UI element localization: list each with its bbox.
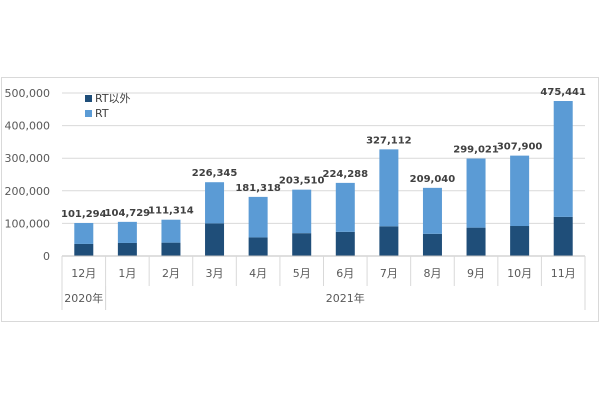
bar-segment-rt-other — [379, 226, 399, 256]
y-axis: 0 100,000 200,000 300,000 400,000 500,000 — [5, 87, 51, 263]
bar-segment-rt-other — [205, 223, 225, 256]
legend-label-rt: RT — [95, 107, 109, 120]
bar-segment-rt-other — [466, 227, 486, 256]
bar-segment-rt-other — [422, 233, 442, 256]
legend-swatch-rt-other — [85, 95, 92, 102]
x-tick-label: 7月 — [380, 267, 398, 280]
bar-total-label: 327,112 — [366, 135, 412, 146]
y-tick-label: 0 — [43, 250, 50, 263]
y-tick-label: 300,000 — [5, 152, 51, 165]
legend-swatch-rt — [85, 110, 92, 117]
bar-segment-rt-other — [117, 242, 137, 256]
bar-total-label: 299,021 — [453, 145, 499, 156]
bar-total-label: 475,441 — [540, 87, 586, 98]
bar-segment-rt-other — [292, 233, 312, 256]
y-tick-label: 200,000 — [5, 185, 51, 198]
bar-total-label: 101,294 — [61, 209, 107, 220]
legend-label-rt-other: RT以外 — [95, 92, 131, 105]
bar-segment-rt — [553, 101, 573, 217]
bar-segment-rt — [248, 196, 268, 238]
bar-segment-rt-other — [510, 226, 530, 256]
bar-total-label: 307,900 — [497, 142, 543, 153]
bar-segment-rt — [510, 155, 530, 227]
bar-segment-rt — [292, 189, 312, 234]
bar-segment-rt — [379, 149, 399, 227]
chart-frame — [1, 77, 599, 322]
x-tick-label: 12月 — [71, 267, 96, 280]
bar-segment-rt — [161, 219, 181, 243]
bar-total-label: 203,510 — [279, 176, 325, 187]
bar-segment-rt-other — [248, 237, 268, 256]
bar-total-label: 111,314 — [148, 206, 194, 217]
bars — [74, 101, 573, 256]
bar-total-label: 209,040 — [410, 174, 456, 185]
bar-total-label: 181,318 — [235, 183, 281, 194]
bar-segment-rt-other — [335, 231, 355, 256]
legend: RT以外 RT — [85, 92, 131, 120]
x-tick-label: 1月 — [118, 267, 136, 280]
x-tick-label: 10月 — [507, 267, 532, 280]
x-tick-label: 3月 — [206, 267, 224, 280]
x-tick-label: 8月 — [423, 267, 441, 280]
x-tick-label: 4月 — [249, 267, 267, 280]
bar-segment-rt — [466, 158, 486, 228]
x-tick-label: 5月 — [293, 267, 311, 280]
x-tick-label: 9月 — [467, 267, 485, 280]
bar-segment-rt — [74, 222, 94, 244]
y-tick-label: 100,000 — [5, 217, 51, 230]
bar-segment-rt-other — [161, 242, 181, 256]
y-tick-label: 500,000 — [5, 87, 51, 100]
bar-total-label: 104,729 — [105, 208, 151, 219]
bar-total-label: 224,288 — [323, 169, 369, 180]
bar-segment-rt — [117, 221, 137, 243]
year-label: 2020年 — [64, 291, 103, 305]
bar-segment-rt — [205, 182, 225, 224]
x-axis: 12月 1月 2月 3月 4月 5月 6月 7月 8月 9月 10月 11月 2020年 2021年 — [61, 255, 586, 310]
y-tick-label: 400,000 — [5, 120, 51, 133]
x-tick-label: 2月 — [162, 267, 180, 280]
bar-segment-rt-other — [74, 243, 94, 256]
bar-segment-rt — [335, 182, 355, 232]
bar-segment-rt-other — [553, 216, 573, 256]
year-label: 2021年 — [326, 291, 365, 305]
x-tick-label: 11月 — [551, 267, 576, 280]
bar-segment-rt — [422, 187, 442, 234]
x-tick-label: 6月 — [336, 267, 354, 280]
bar-total-label: 226,345 — [192, 168, 238, 179]
